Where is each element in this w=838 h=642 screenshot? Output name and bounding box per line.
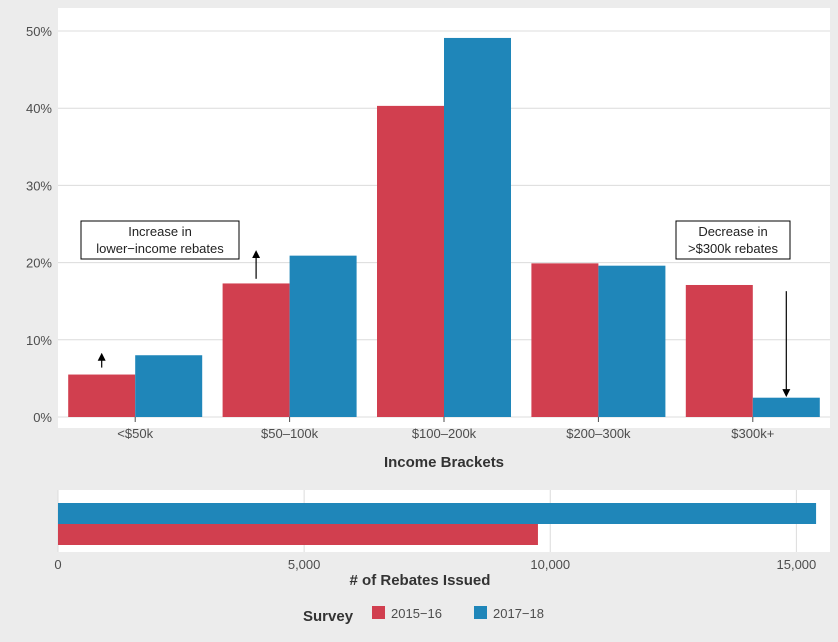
legend-label: 2015−16: [391, 606, 442, 621]
legend-label: 2017−18: [493, 606, 544, 621]
bar-2017-18: [444, 37, 511, 417]
rebates-x-tick-label: 10,000: [530, 557, 570, 572]
bar-2015-16: [68, 374, 136, 417]
x-tick-label: <$50k: [117, 426, 153, 441]
annotation-text: lower−income rebates: [96, 241, 224, 256]
annotation-text: Decrease in: [698, 224, 767, 239]
rebates-x-tick-label: 15,000: [777, 557, 817, 572]
x-tick-label: $100–200k: [412, 426, 477, 441]
bar-2017-18: [289, 255, 357, 417]
annotation-text: Increase in: [128, 224, 192, 239]
rebates-bar-2017-18: [58, 503, 817, 524]
bar-2015-16: [685, 284, 753, 417]
x-tick-label: $200–300k: [566, 426, 631, 441]
annotation-box: [675, 220, 791, 260]
y-tick-label: 30%: [26, 178, 52, 193]
bar-2015-16: [531, 263, 599, 417]
main-x-axis-title: Income Brackets: [384, 454, 504, 471]
bar-2015-16: [377, 105, 444, 417]
annotation-text: >$300k rebates: [688, 241, 778, 256]
legend-key-2017-18: [474, 606, 487, 619]
y-tick-label: 50%: [26, 24, 52, 39]
x-tick-label: $300k+: [731, 426, 774, 441]
rebates-bar-2015-16: [58, 524, 538, 545]
y-tick-label: 10%: [26, 333, 52, 348]
y-tick-label: 20%: [26, 256, 52, 271]
bar-2015-16: [222, 283, 290, 417]
bar-2017-18: [135, 355, 203, 417]
rebates-x-tick-label: 5,000: [288, 557, 321, 572]
y-tick-label: 0%: [33, 410, 52, 425]
legend-title: Survey: [303, 608, 354, 625]
annotation-box: [80, 220, 240, 260]
bar-2017-18: [598, 265, 666, 417]
rebates-x-axis-title: # of Rebates Issued: [350, 572, 491, 589]
legend-key-2015-16: [372, 606, 385, 619]
x-tick-label: $50–100k: [261, 426, 319, 441]
bar-2017-18: [752, 397, 820, 417]
y-tick-label: 40%: [26, 101, 52, 116]
rebates-x-tick-label: 0: [54, 557, 61, 572]
